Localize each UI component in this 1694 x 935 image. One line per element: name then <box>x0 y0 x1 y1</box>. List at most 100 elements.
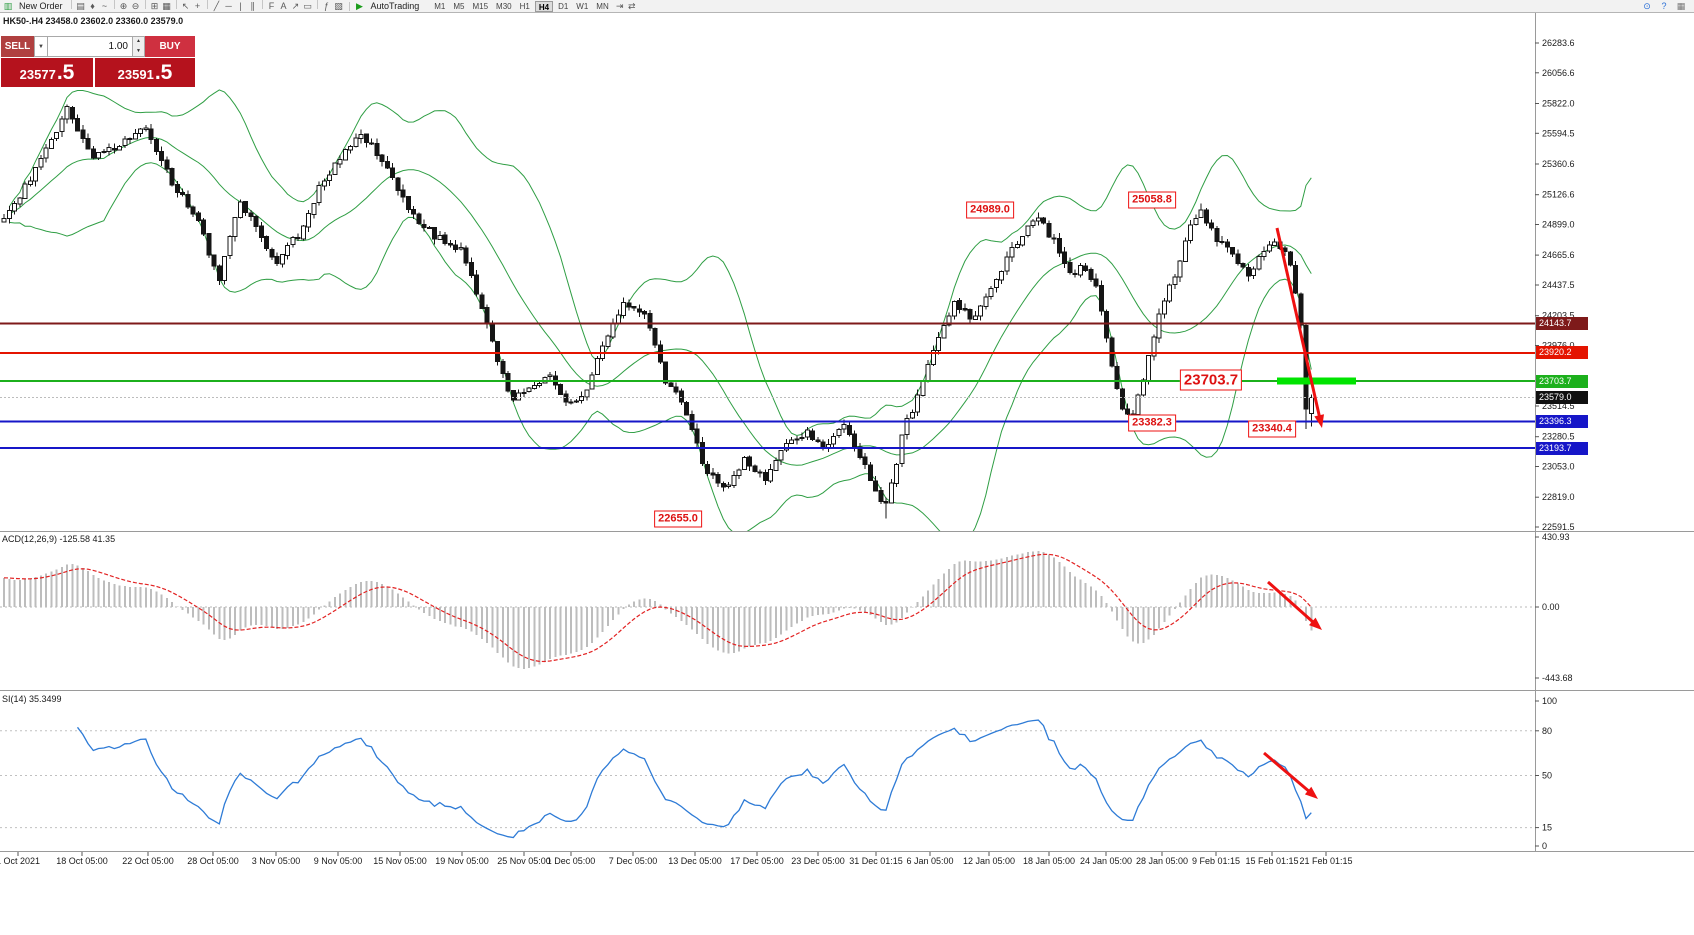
svg-text:25822.0: 25822.0 <box>1542 99 1575 109</box>
toolbar-separator <box>144 0 146 9</box>
svg-text:22 Oct 05:00: 22 Oct 05:00 <box>122 856 174 866</box>
crosshair-icon[interactable]: + <box>194 1 201 11</box>
svg-text:28 Jan 05:00: 28 Jan 05:00 <box>1136 856 1188 866</box>
new-order-icon: ▥ <box>3 1 13 11</box>
macd-axis[interactable]: 430.93 0.00 -443.68 <box>1535 532 1573 683</box>
bollinger-bands <box>8 89 1312 531</box>
help-icon[interactable]: ? <box>1661 1 1667 11</box>
svg-text:13 Dec 05:00: 13 Dec 05:00 <box>668 856 722 866</box>
price-axis[interactable]: 26283.6 26056.6 25822.0 25594.5 25360.6 25126… <box>1535 38 1575 532</box>
toolbar-separator <box>113 0 115 9</box>
toolbar-separator <box>348 1 350 11</box>
new-order-button[interactable]: New Order <box>19 1 63 11</box>
volume-dropdown[interactable]: ▼ <box>34 36 48 57</box>
buy-button[interactable]: BUY <box>145 36 195 57</box>
svg-text:23280.5: 23280.5 <box>1542 432 1575 442</box>
channel-icon[interactable]: ∥ <box>250 1 255 11</box>
search-icon[interactable]: ⊙ <box>1643 1 1651 11</box>
zoom-out-icon[interactable]: ⊖ <box>131 1 140 11</box>
svg-text:23 Dec 05:00: 23 Dec 05:00 <box>791 856 845 866</box>
panel-separators <box>0 13 1694 852</box>
shapes-icon[interactable]: ▭ <box>303 1 312 11</box>
volume-up-icon[interactable]: ▲ <box>136 38 141 44</box>
svg-text:15: 15 <box>1542 823 1552 833</box>
svg-text:21 Feb 01:15: 21 Feb 01:15 <box>1299 856 1352 866</box>
text-icon[interactable]: A <box>280 1 287 11</box>
svg-text:19 Nov 05:00: 19 Nov 05:00 <box>435 856 489 866</box>
zoom-in-icon[interactable]: ⊕ <box>119 1 128 11</box>
buy-price-main: 23591 <box>117 67 154 82</box>
toolbar-icon-groups: ▤ ♦ ~ ⊕ ⊖ ⊞ ▦ ↖ + ╱ ─ | ∥ F A ↗ ▭ ƒ ▧ <box>68 0 345 12</box>
chart-symbol-ohlc: HK50-.H4 23458.0 23602.0 23360.0 23579.0 <box>3 16 184 26</box>
timeframe-button-m15[interactable]: M15 <box>472 1 489 11</box>
timeframe-button-h1[interactable]: H1 <box>519 1 530 11</box>
svg-text:6 Jan 05:00: 6 Jan 05:00 <box>906 856 953 866</box>
rsi-axis[interactable]: 100 80 50 15 0 <box>1535 696 1557 851</box>
svg-text:18 Oct 05:00: 18 Oct 05:00 <box>56 856 108 866</box>
macd-indicator-label: ACD(12,26,9) -125.58 41.35 <box>2 534 116 544</box>
trendline-icon[interactable]: ╱ <box>213 1 220 11</box>
svg-text:15 Nov 05:00: 15 Nov 05:00 <box>373 856 427 866</box>
svg-text:23514.5: 23514.5 <box>1542 401 1575 411</box>
volume-input[interactable]: 1.00 <box>48 36 133 57</box>
candles-layer <box>1 104 1314 519</box>
svg-text:3 Nov 05:00: 3 Nov 05:00 <box>252 856 301 866</box>
auto-arrange-icon[interactable]: ⊞ <box>150 1 159 11</box>
timeframe-button-mn[interactable]: MN <box>596 1 609 11</box>
horizontal-line-icon[interactable]: ─ <box>225 1 232 11</box>
svg-text:26056.6: 26056.6 <box>1542 68 1575 78</box>
sell-price-pips: .5 <box>56 61 75 84</box>
svg-text:26283.6: 26283.6 <box>1542 38 1575 48</box>
vertical-line-icon[interactable]: | <box>239 1 242 11</box>
rsi-panel <box>0 719 1535 839</box>
toolbar-separator <box>261 0 263 9</box>
buy-price-pips: .5 <box>154 61 173 84</box>
arrow-object-icon[interactable]: ↗ <box>291 1 300 11</box>
svg-text:430.93: 430.93 <box>1542 532 1570 542</box>
svg-text:28 Oct 05:00: 28 Oct 05:00 <box>187 856 239 866</box>
timeframe-button-w1[interactable]: W1 <box>576 1 589 11</box>
trade-panel-prices: 23577.5 23591.5 <box>1 58 195 87</box>
svg-text:24203.5: 24203.5 <box>1542 311 1575 321</box>
svg-text:24665.6: 24665.6 <box>1542 250 1575 260</box>
svg-text:1 Oct 2021: 1 Oct 2021 <box>0 856 40 866</box>
svg-text:25 Nov 05:00: 25 Nov 05:00 <box>497 856 551 866</box>
buy-price[interactable]: 23591.5 <box>95 58 195 87</box>
timeframe-button-d1[interactable]: D1 <box>558 1 569 11</box>
svg-text:1 Dec 05:00: 1 Dec 05:00 <box>547 856 596 866</box>
toolbar-separator <box>70 0 72 9</box>
svg-text:0.00: 0.00 <box>1542 602 1560 612</box>
chart-shift-icon[interactable]: ⇥ <box>615 1 624 11</box>
autotrading-button[interactable]: AutoTrading <box>370 1 420 11</box>
timeframe-button-m30[interactable]: M30 <box>496 1 512 11</box>
time-axis[interactable]: 1 Oct 2021 18 Oct 05:00 22 Oct 05:00 28 Oct… <box>0 852 1353 866</box>
svg-text:9 Feb 01:15: 9 Feb 01:15 <box>1192 856 1240 866</box>
trend-arrows[interactable] <box>1263 227 1324 799</box>
sell-price[interactable]: 23577.5 <box>1 58 93 87</box>
rsi-line <box>76 719 1312 839</box>
trade-panel-controls: SELL ▼ 1.00 ▲ ▼ BUY <box>1 36 195 57</box>
highlight-level-bar <box>1277 377 1356 385</box>
sell-price-main: 23577 <box>19 67 56 82</box>
grid-icon[interactable]: ▦ <box>162 1 171 11</box>
panels-icon[interactable]: ▦ <box>1676 1 1686 11</box>
volume-stepper[interactable]: ▲ ▼ <box>133 36 145 57</box>
cursor-icon[interactable]: ↖ <box>181 1 190 11</box>
macd-histogram <box>3 551 1313 669</box>
fibonacci-icon[interactable]: F <box>268 1 275 11</box>
timeframe-button-m5[interactable]: M5 <box>453 1 465 11</box>
svg-text:80: 80 <box>1542 726 1552 736</box>
one-click-trading-panel: SELL ▼ 1.00 ▲ ▼ BUY 23577.5 23591.5 <box>1 36 195 87</box>
line-chart-icon[interactable]: ~ <box>101 1 108 11</box>
toolbar-separator <box>316 0 318 9</box>
candlestick-chart-icon[interactable]: ♦ <box>90 1 95 11</box>
volume-down-icon[interactable]: ▼ <box>136 47 141 54</box>
auto-scroll-icon[interactable]: ⇄ <box>627 1 636 11</box>
template-icon[interactable]: ▧ <box>334 1 343 11</box>
bar-chart-icon[interactable]: ▤ <box>76 1 85 11</box>
timeframe-button-m1[interactable]: M1 <box>434 1 446 11</box>
timeframe-button-h4[interactable]: H4 <box>534 0 554 12</box>
indicators-icon[interactable]: ƒ <box>324 1 330 11</box>
sell-button[interactable]: SELL <box>1 36 34 57</box>
